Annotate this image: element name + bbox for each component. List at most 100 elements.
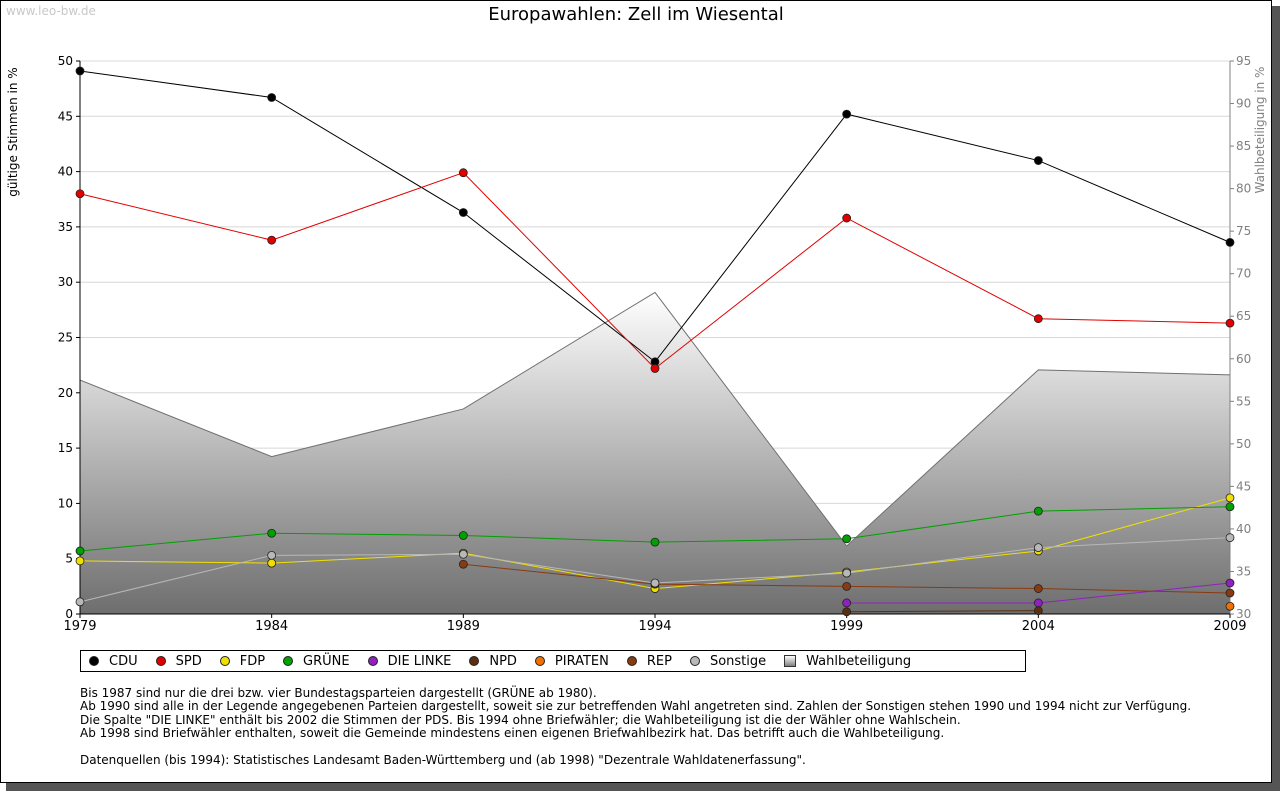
data-point-spd [1225,318,1235,328]
data-point-gr-ne [842,534,852,544]
legend-item: CDU [89,654,138,669]
data-point-spd [650,364,660,373]
data-point-sonstige [458,549,468,559]
legend-dot-marker [367,656,378,666]
data-point-spd [75,189,85,199]
frame-shadow-bottom [6,783,1280,791]
legend-square-marker [784,655,797,667]
data-point-fdp [75,556,85,566]
legend-label: SPD [175,653,202,669]
data-point-gr-ne [458,531,468,540]
data-point-rep [842,581,852,591]
y-tick-label: 50 [58,54,73,68]
y-tick-label: 40 [58,165,73,179]
data-point-cdu [842,109,852,119]
legend-dot-marker [219,656,230,666]
data-point-piraten [1225,601,1235,611]
series-piraten [1225,601,1235,611]
data-point-sonstige [1225,533,1235,543]
legend-dot-marker [534,656,545,666]
y-tick-label: 30 [58,275,73,289]
legend-label: CDU [109,653,138,669]
chart-plot: 0 5 10 15 20 25 30 35 40 45 50 30 35 40 45 50 55 60 65 70 75… [6,54,1267,634]
y2-tick-label: 45 [1236,479,1251,493]
axes: 0 5 10 15 20 25 30 35 40 45 50 30 35 40 45 50 55 60 65 70 75… [58,54,1252,634]
data-point-cdu [1033,156,1043,165]
data-point-rep [1225,588,1235,598]
data-point-cdu [75,66,85,76]
legend-label: GRÜNE [303,653,350,669]
note-line: Ab 1990 sind alle in der Legende angegeb… [80,699,1192,714]
legend-label: DIE LINKE [387,653,452,669]
data-point-sonstige [842,568,852,578]
legend-label: FDP [239,653,266,669]
frame-shadow-right [1272,6,1280,791]
x-tick-label: 1984 [255,619,288,634]
watermark: www.leo-bw.de [6,4,96,18]
data-point-spd [842,213,852,223]
legend-dot-marker [283,656,294,666]
y-tick-label: 5 [65,552,73,566]
data-point-gr-ne [75,546,85,556]
y2-tick-label: 40 [1236,522,1251,536]
note-line: Bis 1987 sind nur die drei bzw. vier Bun… [80,686,597,700]
y-tick-label: 45 [58,109,73,123]
series-gr-ne [75,502,1235,556]
legend-item: SPD [155,653,202,669]
legend-item: PIRATEN [534,654,609,669]
x-tick-label: 2009 [1213,619,1246,634]
notes-block: Bis 1987 sind nur die drei bzw. vier Bun… [80,686,1192,741]
note-line: Ab 1998 sind Briefwähler enthalten, sowe… [80,726,945,741]
data-point-cdu [458,208,468,217]
y-tick-label: 10 [58,496,73,510]
y-tick-label: 15 [58,441,73,455]
x-tick-label: 2004 [1022,619,1055,634]
legend-item: Wahlbeteiligung [784,654,911,669]
y2-tick-label: 80 [1236,182,1251,196]
data-point-die-linke [842,598,852,608]
chart-title: Europawahlen: Zell im Wiesental [488,4,784,25]
note-line: Die Spalte "DIE LINKE" enthält bis 2002 … [80,712,961,727]
data-point-npd [842,607,852,617]
legend-label: Sonstige [709,653,767,669]
turnout-line [79,291,1231,547]
legend-label: NPD [489,653,517,669]
y2-tick-label: 30 [1236,607,1251,621]
data-point-cdu [267,93,277,102]
legend-item: DIE LINKE [367,653,452,669]
data-point-gr-ne [267,528,277,538]
legend-dot-marker [626,656,637,666]
y2-tick-label: 35 [1236,564,1251,578]
x-tick-label: 1994 [638,619,671,634]
data-sources: Datenquellen (bis 1994): Statistisches L… [80,753,806,767]
legend-dot-marker [689,656,700,666]
data-point-fdp [1225,493,1235,503]
legend-item: GRÜNE [283,654,350,669]
data-point-gr-ne [1033,506,1043,516]
x-tick-label: 1979 [63,619,96,634]
y2-tick-label: 85 [1236,139,1251,153]
data-point-rep [1033,584,1043,593]
turnout-area [80,292,1230,614]
legend-label: REP [646,653,672,669]
data-point-rep [458,559,468,569]
chart-legend: CDU SPD FDP GRÜNE DIE LINKE NPD PIRATEN REP Sons… [80,650,1026,672]
y-tick-label: 35 [58,220,73,234]
series-cdu [75,66,1235,367]
legend-dot-marker [155,656,166,666]
legend-label: Wahlbeteiligung [806,653,912,669]
y2-tick-label: 70 [1236,267,1251,281]
data-point-npd [1033,606,1043,616]
y2-tick-label: 95 [1236,54,1251,68]
series-line-npd [846,610,1039,613]
data-point-die-linke [1033,598,1043,608]
x-tick-label: 1999 [830,619,863,634]
data-point-spd [267,235,277,245]
turnout-area-layer [79,291,1231,614]
y2-tick-label: 60 [1236,352,1251,366]
legend-dot-marker [469,656,480,666]
data-point-fdp [267,558,277,568]
y2-tick-label: 55 [1236,394,1251,408]
data-point-gr-ne [1225,502,1235,512]
series-sonstige [75,533,1235,607]
